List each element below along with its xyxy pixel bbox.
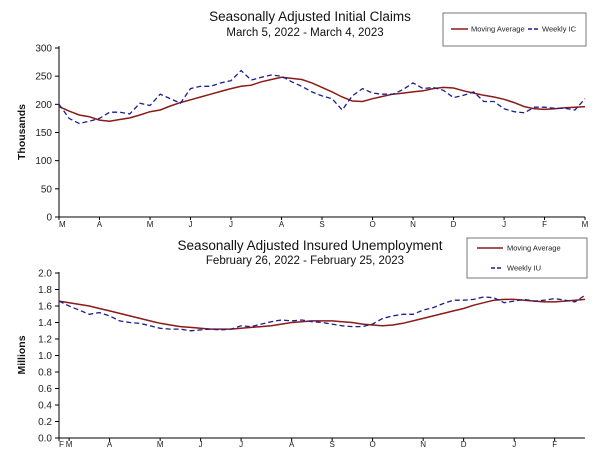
- chart1-month-label: M: [147, 220, 154, 229]
- chart2-y-tick-label: 0.2: [38, 417, 52, 428]
- chart2-title: Seasonally Adjusted Insured Unemployment: [178, 238, 443, 253]
- chart1-legend: Moving Average Weekly IC: [442, 12, 587, 47]
- chart2-month-label: M: [66, 440, 73, 449]
- initial-claims-chart: Seasonally Adjusted Initial Claims March…: [16, 9, 589, 229]
- chart2-y-tick-label: 1.4: [38, 318, 52, 329]
- chart2-legend-ma-label: Moving Average: [507, 244, 561, 253]
- chart2-y-tick-label: 2.0: [38, 269, 52, 280]
- chart1-month-label: F: [542, 220, 547, 229]
- chart2-y-tick-label: 1.2: [38, 335, 52, 346]
- chart2-legend-weekly-label: Weekly IU: [507, 264, 541, 273]
- chart1-moving-average-line: [58, 76, 586, 122]
- chart1-y-tick-label: 150: [35, 128, 52, 139]
- chart1-y-tick-label: 200: [35, 100, 52, 111]
- insured-unemployment-chart: Seasonally Adjusted Insured Unemployment…: [16, 237, 588, 449]
- chart2-y-axis-label: Millions: [16, 335, 28, 374]
- chart1-y-tick-label: 100: [35, 156, 52, 167]
- chart1-month-label: A: [279, 220, 285, 229]
- chart1-month-label: J: [189, 220, 193, 229]
- chart2-moving-average-line: [58, 298, 586, 330]
- chart2-weekly-iu-line: [58, 294, 586, 332]
- chart1-y-ticks: 0 50 100 150 200 250 300: [35, 44, 59, 224]
- chart2-month-label: J: [199, 440, 203, 449]
- chart2-month-label: M: [157, 440, 164, 449]
- chart2-y-tick-label: 0.6: [38, 384, 52, 395]
- chart2-y-tick-label: 1.8: [38, 285, 52, 296]
- chart1-month-label: J: [502, 220, 506, 229]
- chart1-weekly-ic-line: [58, 69, 586, 125]
- chart2-y-tick-label: 0.4: [38, 401, 52, 412]
- chart2-month-label: J: [239, 440, 243, 449]
- chart2-month-label: S: [329, 440, 334, 449]
- chart2-legend-box: [466, 237, 588, 279]
- chart1-y-tick-label: 50: [41, 184, 53, 195]
- chart2-y-tick-label: 1.0: [38, 351, 52, 362]
- chart2-y-ticks: 0.0 0.2 0.4 0.6 0.8 1.0 1.2 1.4 1.6 1.8 2.0: [38, 269, 59, 445]
- chart1-y-tick-label: 300: [35, 44, 52, 55]
- chart1-y-tick-label: 250: [35, 72, 52, 83]
- chart2-legend: Moving Average Weekly IU: [466, 237, 588, 279]
- chart1-month-label: J: [229, 220, 233, 229]
- chart2-y-tick-label: 0.0: [38, 434, 52, 445]
- chart1-y-axis-label: Thousands: [16, 104, 28, 160]
- chart1-title: Seasonally Adjusted Initial Claims: [209, 9, 411, 24]
- chart1-legend-weekly-label: Weekly IC: [542, 25, 577, 34]
- chart1-y-tick-label: 0: [46, 213, 52, 224]
- chart1-month-label: O: [369, 220, 375, 229]
- chart2-month-label: D: [461, 440, 467, 449]
- chart1-month-label: M: [59, 220, 66, 229]
- chart2-y-tick-label: 0.8: [38, 368, 52, 379]
- chart2-month-label: A: [107, 440, 113, 449]
- chart1-month-label: D: [451, 220, 457, 229]
- chart2-month-label: J: [512, 440, 516, 449]
- chart1-month-label: A: [97, 220, 103, 229]
- chart2-month-label: A: [289, 440, 295, 449]
- chart2-month-label: N: [420, 440, 426, 449]
- chart2-month-label: F: [59, 440, 64, 449]
- chart1-subtitle: March 5, 2022 - March 4, 2023: [226, 27, 383, 39]
- chart1-legend-ma-label: Moving Average: [471, 25, 525, 34]
- chart1-month-label: S: [319, 220, 324, 229]
- chart2-y-tick-label: 1.6: [38, 302, 52, 313]
- chart2-month-label: O: [369, 440, 375, 449]
- chart2-month-label: F: [552, 440, 557, 449]
- chart1-month-label: M: [582, 220, 589, 229]
- chart1-month-label: N: [410, 220, 416, 229]
- chart2-subtitle: February 26, 2022 - February 25, 2023: [206, 255, 404, 267]
